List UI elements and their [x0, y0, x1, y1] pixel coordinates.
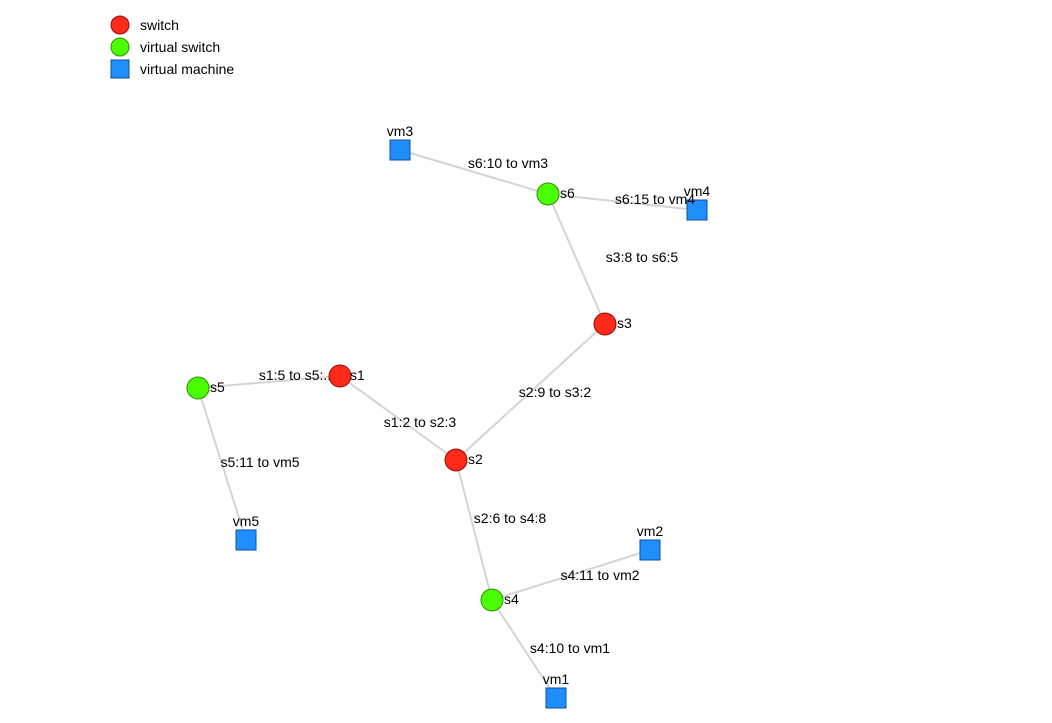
node-label: s2	[468, 451, 483, 467]
legend: switch virtual switch virtual machine	[110, 14, 234, 80]
edge-label: s6:10 to vm3	[468, 155, 548, 171]
network-diagram: s1:5 to s5:.. s1:2 to s2:3 s2:9 to s3:2 s2:…	[0, 0, 1052, 723]
legend-swatch	[110, 15, 130, 35]
legend-item: virtual switch	[110, 36, 234, 58]
node-vm3[interactable]	[390, 140, 410, 160]
node-label: s3	[617, 315, 632, 331]
node-s2[interactable]	[445, 449, 467, 471]
legend-label: virtual machine	[140, 61, 234, 77]
node-s4[interactable]	[481, 589, 503, 611]
edge-label: s1:2 to s2:3	[384, 414, 457, 430]
node-s1[interactable]	[329, 365, 351, 387]
node-label: s4	[504, 591, 519, 607]
edge-label: s4:11 to vm2	[560, 567, 639, 583]
legend-label: switch	[140, 17, 179, 33]
edge-label: s5:11 to vm5	[220, 454, 299, 470]
node-vm5[interactable]	[236, 530, 256, 550]
node-label: s5	[210, 379, 225, 395]
node-label: vm2	[637, 523, 664, 539]
node-s6[interactable]	[537, 183, 559, 205]
edge-label: s2:6 to s4:8	[474, 510, 547, 526]
node-label: vm1	[543, 671, 570, 687]
node-label: vm5	[233, 513, 260, 529]
legend-swatch	[110, 37, 130, 57]
edge-label: s4:10 to vm1	[530, 640, 610, 656]
legend-swatch	[110, 59, 130, 79]
legend-label: virtual switch	[140, 39, 220, 55]
edge-s3-s6	[548, 194, 605, 324]
node-label: vm3	[387, 123, 414, 139]
node-vm1[interactable]	[546, 688, 566, 708]
node-label: s6	[560, 185, 575, 201]
edge-label: s1:5 to s5:..	[259, 367, 331, 383]
legend-item: switch	[110, 14, 234, 36]
node-s3[interactable]	[594, 313, 616, 335]
node-label: vm4	[684, 183, 711, 199]
node-s5[interactable]	[187, 377, 209, 399]
legend-item: virtual machine	[110, 58, 234, 80]
label-layer: s1:5 to s5:.. s1:2 to s2:3 s2:9 to s3:2 s2:…	[210, 123, 710, 687]
edge-s2-s4	[456, 460, 492, 600]
edge-label: s2:9 to s3:2	[519, 384, 592, 400]
node-label: s1	[350, 367, 365, 383]
edge-label: s3:8 to s6:5	[606, 249, 679, 265]
node-vm2[interactable]	[640, 540, 660, 560]
